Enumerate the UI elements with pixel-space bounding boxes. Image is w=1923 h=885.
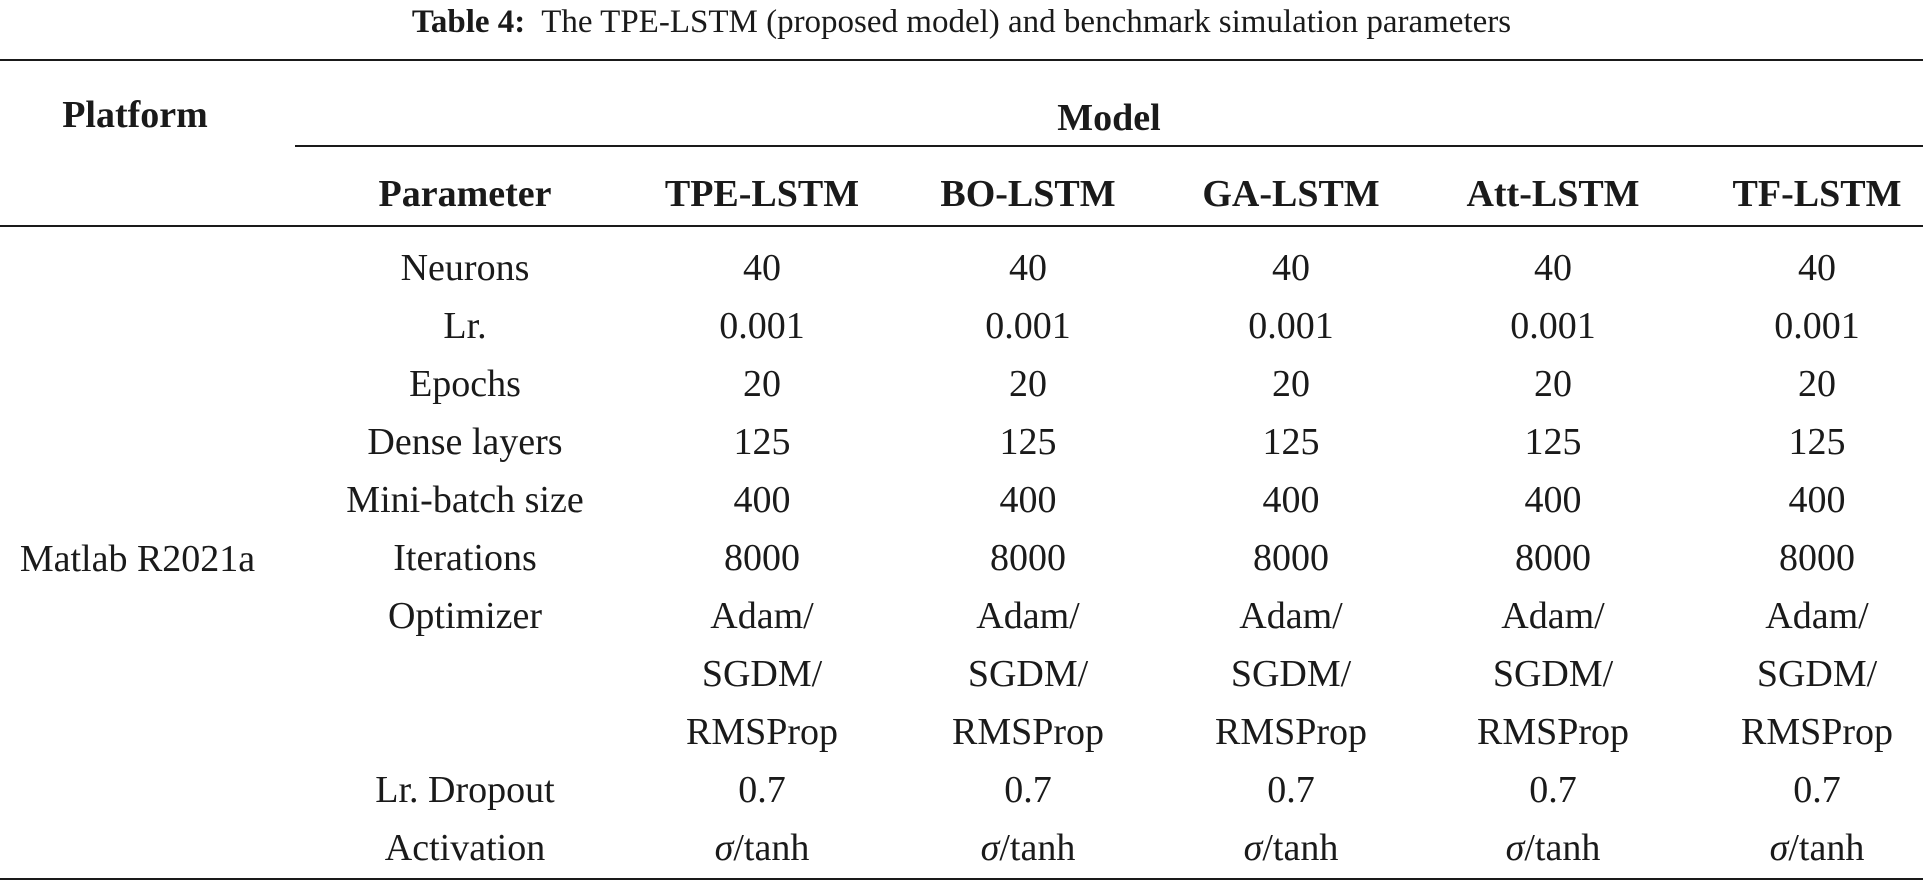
caption-text: The TPE-LSTM (proposed model) and benchm… xyxy=(541,4,1512,40)
value-cell: RMSProp xyxy=(1214,711,1368,753)
platform-value: Matlab R2021a xyxy=(19,538,256,580)
value-cell: Adam/ xyxy=(1501,595,1605,637)
value-cell: RMSProp xyxy=(1740,711,1894,753)
value-cell: SGDM/ xyxy=(967,653,1089,695)
param-cell: Neurons xyxy=(400,247,530,289)
column-header-ga-lstm: GA-LSTM xyxy=(1202,173,1380,215)
value-cell: 20 xyxy=(743,363,781,405)
value-cell: 0.001 xyxy=(719,305,805,347)
value-cell: 0.7 xyxy=(1004,769,1052,811)
header-rule xyxy=(0,225,1923,227)
value-cell: 0.7 xyxy=(1529,769,1577,811)
value-cell: σ/tanh xyxy=(1243,827,1339,869)
value-cell: 400 xyxy=(733,479,791,521)
value-cell: 125 xyxy=(999,421,1057,463)
value-cell: Adam/ xyxy=(1765,595,1869,637)
value-cell: 0.7 xyxy=(738,769,786,811)
value-cell: 40 xyxy=(1272,247,1310,289)
value-cell: 20 xyxy=(1009,363,1047,405)
header-platform: Platform xyxy=(62,94,208,136)
value-cell: 400 xyxy=(1262,479,1320,521)
param-cell: Mini-batch size xyxy=(346,479,584,521)
value-cell: SGDM/ xyxy=(701,653,823,695)
value-cell: 8000 xyxy=(1779,537,1855,579)
value-cell: 20 xyxy=(1534,363,1572,405)
value-cell: σ/tanh xyxy=(980,827,1076,869)
value-cell: 125 xyxy=(733,421,791,463)
param-cell: Dense layers xyxy=(367,421,563,463)
value-cell: 0.7 xyxy=(1267,769,1315,811)
param-cell: Epochs xyxy=(409,363,521,405)
column-header-bo-lstm: BO-LSTM xyxy=(940,173,1116,215)
value-cell: 125 xyxy=(1524,421,1582,463)
value-cell: 0.7 xyxy=(1793,769,1841,811)
value-cell: 8000 xyxy=(1515,537,1591,579)
column-header-att-lstm: Att-LSTM xyxy=(1466,173,1640,215)
value-cell: RMSProp xyxy=(1476,711,1630,753)
value-cell: σ/tanh xyxy=(1505,827,1601,869)
value-cell: 8000 xyxy=(990,537,1066,579)
column-header-parameter: Parameter xyxy=(378,173,552,215)
value-cell: 8000 xyxy=(1253,537,1329,579)
bottom-rule xyxy=(0,878,1923,880)
param-cell: Lr. xyxy=(443,305,487,347)
value-cell: σ/tanh xyxy=(1769,827,1865,869)
model-underline xyxy=(295,145,1923,147)
value-cell: 20 xyxy=(1798,363,1836,405)
value-cell: 0.001 xyxy=(1510,305,1596,347)
param-cell: Activation xyxy=(384,827,546,869)
param-cell: Iterations xyxy=(393,537,537,579)
value-cell: 400 xyxy=(1788,479,1846,521)
value-cell: 400 xyxy=(1524,479,1582,521)
value-cell: 125 xyxy=(1788,421,1846,463)
value-cell: 8000 xyxy=(724,537,800,579)
param-cell: Lr. Dropout xyxy=(375,769,555,811)
value-cell: 40 xyxy=(1798,247,1836,289)
value-cell: 40 xyxy=(1009,247,1047,289)
value-cell: Adam/ xyxy=(976,595,1080,637)
caption-label: Table 4: xyxy=(411,4,526,40)
value-cell: RMSProp xyxy=(685,711,839,753)
value-cell: 400 xyxy=(999,479,1057,521)
value-cell: 0.001 xyxy=(985,305,1071,347)
value-cell: 20 xyxy=(1272,363,1310,405)
value-cell: RMSProp xyxy=(951,711,1105,753)
value-cell: 0.001 xyxy=(1248,305,1334,347)
value-cell: SGDM/ xyxy=(1492,653,1614,695)
value-cell: SGDM/ xyxy=(1756,653,1878,695)
param-cell: Optimizer xyxy=(387,595,543,637)
header-model: Model xyxy=(1057,97,1161,139)
value-cell: 40 xyxy=(743,247,781,289)
value-cell: 125 xyxy=(1262,421,1320,463)
column-header-tpe-lstm: TPE-LSTM xyxy=(664,173,860,215)
value-cell: σ/tanh xyxy=(714,827,810,869)
value-cell: 0.001 xyxy=(1774,305,1860,347)
value-cell: Adam/ xyxy=(710,595,814,637)
top-rule xyxy=(0,59,1923,61)
value-cell: SGDM/ xyxy=(1230,653,1352,695)
value-cell: Adam/ xyxy=(1239,595,1343,637)
value-cell: 40 xyxy=(1534,247,1572,289)
column-header-tf-lstm: TF-LSTM xyxy=(1732,173,1902,215)
table-caption: Table 4: The TPE-LSTM (proposed model) a… xyxy=(0,0,1923,42)
